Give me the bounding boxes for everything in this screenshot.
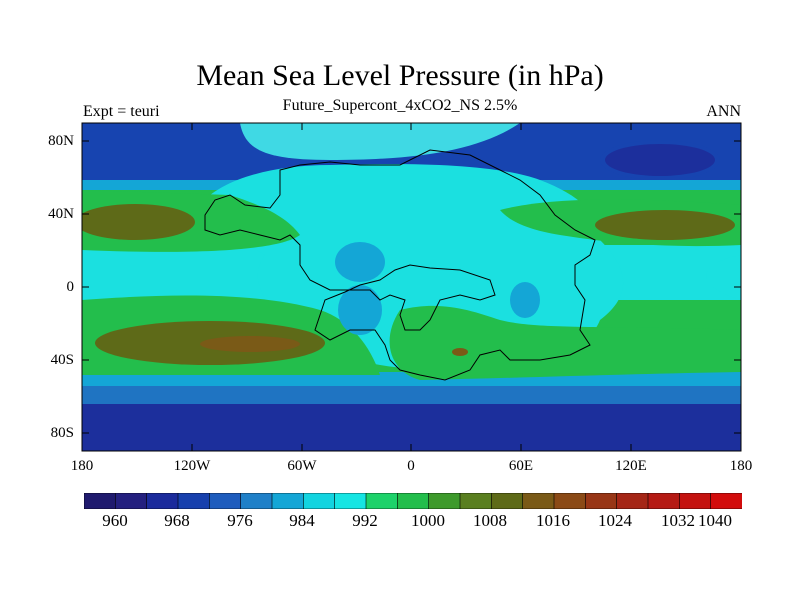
season-label: ANN	[706, 103, 741, 120]
colorbar-swatch	[240, 493, 273, 509]
colorbar-swatch	[585, 493, 618, 509]
experiment-label: Expt = teuri	[83, 103, 160, 120]
equator-cyan-west	[82, 265, 90, 305]
lon-label-120e: 120E	[615, 458, 647, 474]
colorbar-swatch	[647, 493, 680, 509]
lat-label-80n: 80N	[48, 133, 74, 149]
north-low-core	[605, 144, 715, 176]
lat-label-40n: 40N	[48, 206, 74, 222]
band-south-low	[82, 404, 741, 451]
colorbar-swatch	[459, 493, 492, 509]
colorbar-swatch	[428, 493, 461, 509]
colorbar-swatch	[522, 493, 555, 509]
lon-label-180w: 180	[70, 458, 94, 474]
colorbar-swatch	[334, 493, 367, 509]
colorbar-label: 1000	[411, 511, 445, 530]
north-high-lobe	[240, 123, 520, 160]
lon-label-60e: 60E	[508, 458, 534, 474]
colorbar-swatch	[303, 493, 336, 509]
colorbar-swatch	[146, 493, 179, 509]
colorbar-label: 984	[289, 511, 315, 530]
colorbar-swatch	[271, 493, 304, 509]
colorbar-label: 1032	[661, 511, 695, 530]
inland-low-2	[338, 285, 382, 335]
inland-low-1	[335, 242, 385, 282]
axis-ticks	[82, 123, 741, 451]
high-cell-ne	[595, 210, 735, 240]
colorbar-label: 1008	[473, 511, 507, 530]
lat-label-0: 0	[66, 279, 75, 295]
high-core-small	[452, 348, 468, 356]
colorbar-swatch	[616, 493, 649, 509]
colorbar-label: 1016	[536, 511, 570, 530]
page-title: Mean Sea Level Pressure (in hPa)	[196, 59, 604, 92]
lat-label-40s: 40S	[50, 352, 74, 368]
colorbar-label: 1040	[698, 511, 732, 530]
band-south-light	[82, 372, 741, 390]
green-southeast	[389, 305, 741, 380]
colorbar-label: 968	[164, 511, 190, 530]
lat-label-80s: 80S	[50, 425, 74, 441]
colorbar-swatch	[365, 493, 398, 509]
colorbar-swatch	[491, 493, 524, 509]
colorbar-swatch	[177, 493, 210, 509]
high-core-sw	[200, 336, 300, 352]
colorbar-swatch	[209, 493, 242, 509]
colorbar-swatch	[84, 493, 116, 509]
band-south-mid	[82, 386, 741, 408]
colorbar-label: 992	[352, 511, 378, 530]
colorbar-swatch	[679, 493, 712, 509]
lon-label-180e: 180	[729, 458, 753, 474]
lon-label-120w: 120W	[173, 458, 211, 474]
lon-label-60w: 60W	[287, 458, 317, 474]
page-subtitle: Future_Supercont_4xCO2_NS 2.5%	[282, 97, 518, 114]
colorbar	[84, 493, 742, 509]
colorbar-label: 976	[227, 511, 253, 530]
colorbar-swatch	[115, 493, 148, 509]
colorbar-label: 1024	[598, 511, 632, 530]
lon-label-0: 0	[407, 458, 415, 474]
colorbar-swatch	[397, 493, 430, 509]
colorbar-swatch	[710, 493, 742, 509]
colorbar-label: 960	[102, 511, 128, 530]
inland-low-3	[510, 282, 540, 318]
equator-cyan-east	[706, 255, 741, 300]
land-outline	[204, 149, 596, 381]
high-cell-nw	[82, 204, 195, 240]
map-field	[82, 123, 741, 451]
colorbar-swatch	[553, 493, 586, 509]
